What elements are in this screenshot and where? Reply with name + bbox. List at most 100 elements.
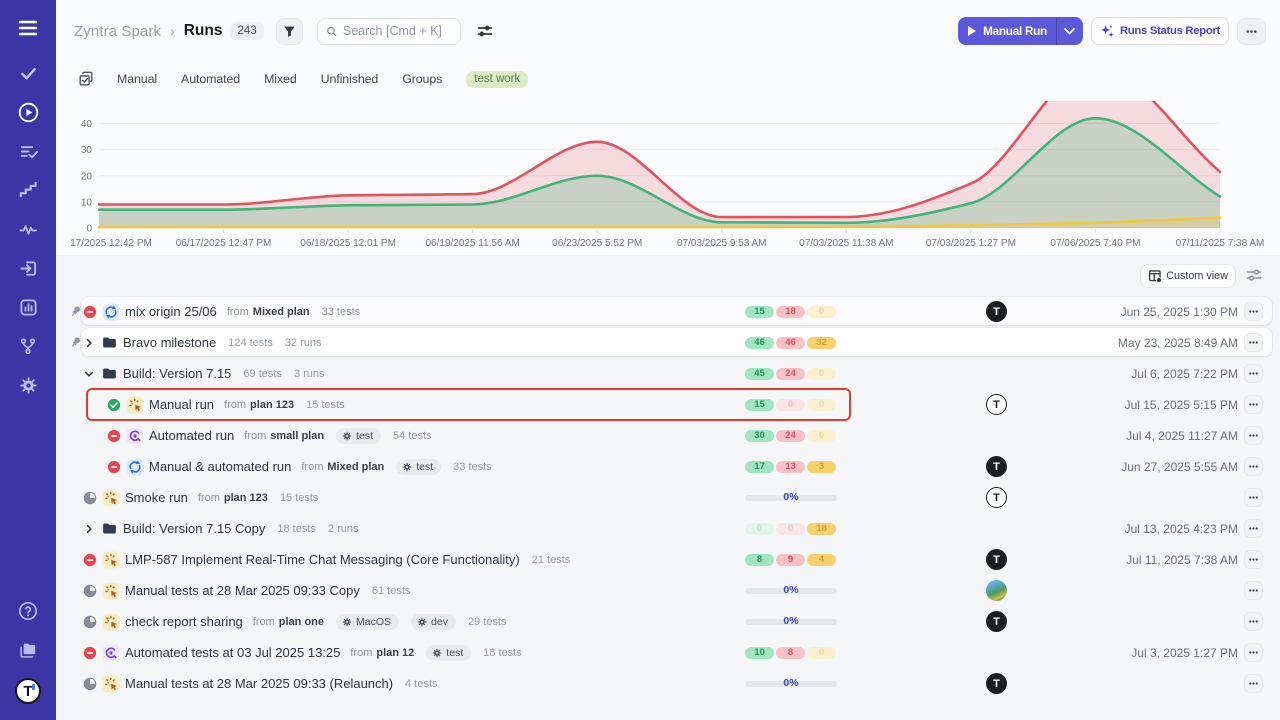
plan-name[interactable]: Mixed plan — [252, 305, 310, 318]
sidebar-item-gear-icon[interactable] — [17, 374, 39, 396]
tag-test[interactable]: test — [426, 644, 472, 661]
row-more-button[interactable] — [1244, 581, 1263, 600]
manual-run-button[interactable]: Manual Run — [958, 17, 1056, 45]
search-input[interactable] — [342, 24, 452, 38]
assignee-avatar[interactable]: T — [986, 611, 1007, 632]
chevron-down-icon[interactable] — [83, 368, 95, 380]
sidebar-item-chart-box-icon[interactable] — [17, 296, 39, 318]
tab-mixed[interactable]: Mixed — [264, 72, 297, 86]
table-row: Build: Version 7.15 Copy 18 tests 2 runs 0 0… — [56, 513, 1280, 544]
tag-dev[interactable]: dev — [411, 613, 456, 630]
row-main[interactable]: Build: Version 7.15 69 tests 3 runs — [83, 358, 325, 389]
header-more-button[interactable] — [1237, 17, 1266, 45]
run-title[interactable]: Bravo milestone — [123, 335, 217, 350]
row-more-button[interactable] — [1244, 395, 1263, 414]
help-icon[interactable] — [17, 600, 39, 622]
tab-groups[interactable]: Groups — [402, 72, 443, 86]
menu-icon[interactable] — [16, 16, 40, 40]
assignee-avatar[interactable]: T — [986, 549, 1007, 570]
sidebar-item-list-check-icon[interactable] — [17, 140, 39, 162]
run-title[interactable]: Manual tests at 28 Mar 2025 09:33 Copy — [125, 583, 360, 598]
run-title[interactable]: Build: Version 7.15 Copy — [123, 521, 266, 536]
chevron-right-icon[interactable] — [83, 523, 95, 535]
row-more-button[interactable] — [1244, 457, 1263, 476]
row-main[interactable]: mix origin 25/06 from Mixed plan 33 tests — [83, 296, 360, 327]
run-title[interactable]: LMP-587 Implement Real-Time Chat Messagi… — [125, 552, 520, 567]
row-main[interactable]: Automated tests at 03 Jul 2025 13:25 from… — [83, 637, 522, 668]
run-title[interactable]: check report sharing — [125, 614, 243, 629]
tag-test[interactable]: test — [396, 458, 442, 475]
plan-name[interactable]: plan 123 — [250, 398, 295, 411]
page-title: Runs — [183, 22, 223, 39]
row-main[interactable]: Bravo milestone 124 tests 32 runs — [83, 327, 322, 358]
plan-name[interactable]: Mixed plan — [327, 460, 385, 473]
run-title[interactable]: Manual run — [149, 397, 215, 412]
row-main[interactable]: LMP-587 Implement Real-Time Chat Messagi… — [83, 544, 570, 575]
row-more-button[interactable] — [1244, 612, 1263, 631]
passed-count-badge: 15 — [745, 305, 774, 318]
sidebar-item-check-icon[interactable] — [17, 62, 39, 84]
row-more-button[interactable] — [1244, 333, 1263, 352]
row-more-button[interactable] — [1244, 643, 1263, 662]
assignee-avatar[interactable]: T — [986, 673, 1007, 694]
row-main[interactable]: Manual run from plan 123 15 tests — [107, 389, 345, 420]
custom-view-button[interactable]: Custom view — [1140, 264, 1236, 288]
tab-manual[interactable]: Manual — [117, 72, 158, 86]
tag-test[interactable]: test — [336, 427, 382, 444]
breadcrumb-project[interactable]: Zyntra Spark — [74, 22, 162, 40]
assignee-avatar[interactable] — [986, 580, 1007, 601]
row-main[interactable]: Manual tests at 28 Mar 2025 09:33 (Relau… — [83, 668, 438, 699]
run-title[interactable]: Manual tests at 28 Mar 2025 09:33 (Relau… — [125, 676, 394, 691]
sidebar-item-play-circle-icon[interactable] — [17, 101, 39, 123]
assignee-avatar[interactable]: T — [986, 456, 1007, 477]
row-main[interactable]: Manual & automated run from Mixed plan test… — [107, 451, 492, 482]
from-label: from — [224, 398, 247, 411]
tag-test-work[interactable]: test work — [466, 70, 529, 88]
row-more-button[interactable] — [1244, 550, 1263, 569]
saved-views-icon[interactable] — [78, 71, 94, 87]
row-more-button[interactable] — [1244, 426, 1263, 445]
run-title[interactable]: Smoke run — [125, 490, 188, 505]
run-title[interactable]: mix origin 25/06 — [125, 304, 217, 319]
row-main[interactable]: Smoke run from plan 123 15 tests — [83, 482, 318, 513]
user-avatar[interactable]: T — [15, 678, 41, 704]
plan-name[interactable]: plan one — [278, 615, 325, 628]
run-title[interactable]: Automated tests at 03 Jul 2025 13:25 — [125, 645, 341, 660]
row-main[interactable]: check report sharing from plan one MacOS dev… — [83, 606, 507, 637]
tab-unfinished[interactable]: Unfinished — [320, 72, 379, 86]
row-more-button[interactable] — [1244, 302, 1263, 321]
run-title[interactable]: Automated run — [149, 428, 235, 443]
row-main[interactable]: Manual tests at 28 Mar 2025 09:33 Copy 61… — [83, 575, 410, 606]
runs-status-report-button[interactable]: Runs Status Report — [1090, 17, 1229, 45]
tag-macos[interactable]: MacOS — [336, 613, 400, 630]
row-more-button[interactable] — [1244, 488, 1263, 507]
assignee-avatar[interactable]: T — [986, 394, 1007, 415]
chevron-right-icon[interactable] — [83, 337, 95, 349]
folders-icon[interactable] — [17, 639, 39, 661]
adjustments-icon[interactable] — [476, 22, 494, 40]
assignee-avatar[interactable]: T — [986, 301, 1007, 322]
sidebar-item-pulse-icon[interactable] — [17, 218, 39, 240]
run-title[interactable]: Manual & automated run — [149, 459, 292, 474]
plan-name[interactable]: small plan — [270, 429, 325, 442]
row-more-button[interactable] — [1244, 519, 1263, 538]
row-main[interactable]: Automated run from small plan test 54 tests — [107, 420, 432, 451]
row-more-button[interactable] — [1244, 364, 1263, 383]
row-main[interactable]: Build: Version 7.15 Copy 18 tests 2 runs — [83, 513, 358, 544]
tab-automated[interactable]: Automated — [181, 72, 241, 86]
plan-name[interactable]: plan 12 — [376, 646, 415, 659]
folder-icon — [101, 521, 118, 536]
plan-name[interactable]: plan 123 — [223, 491, 268, 504]
run-title[interactable]: Build: Version 7.15 — [123, 366, 232, 381]
manual-run-split-button: Manual Run — [958, 17, 1083, 45]
sidebar-item-steps-icon[interactable] — [17, 179, 39, 201]
topbar: Zyntra Spark › Runs 243 Manual Run Runs … — [56, 0, 1280, 62]
sidebar-item-branch-icon[interactable] — [17, 335, 39, 357]
row-more-button[interactable] — [1244, 674, 1263, 693]
assignee-avatar[interactable]: T — [986, 487, 1007, 508]
filter-button[interactable] — [275, 17, 303, 45]
sidebar-item-box-arrow-icon[interactable] — [17, 257, 39, 279]
failed-count-badge: 0 — [776, 398, 805, 411]
manual-run-dropdown-button[interactable] — [1055, 17, 1083, 45]
view-sliders-icon[interactable] — [1246, 267, 1262, 283]
